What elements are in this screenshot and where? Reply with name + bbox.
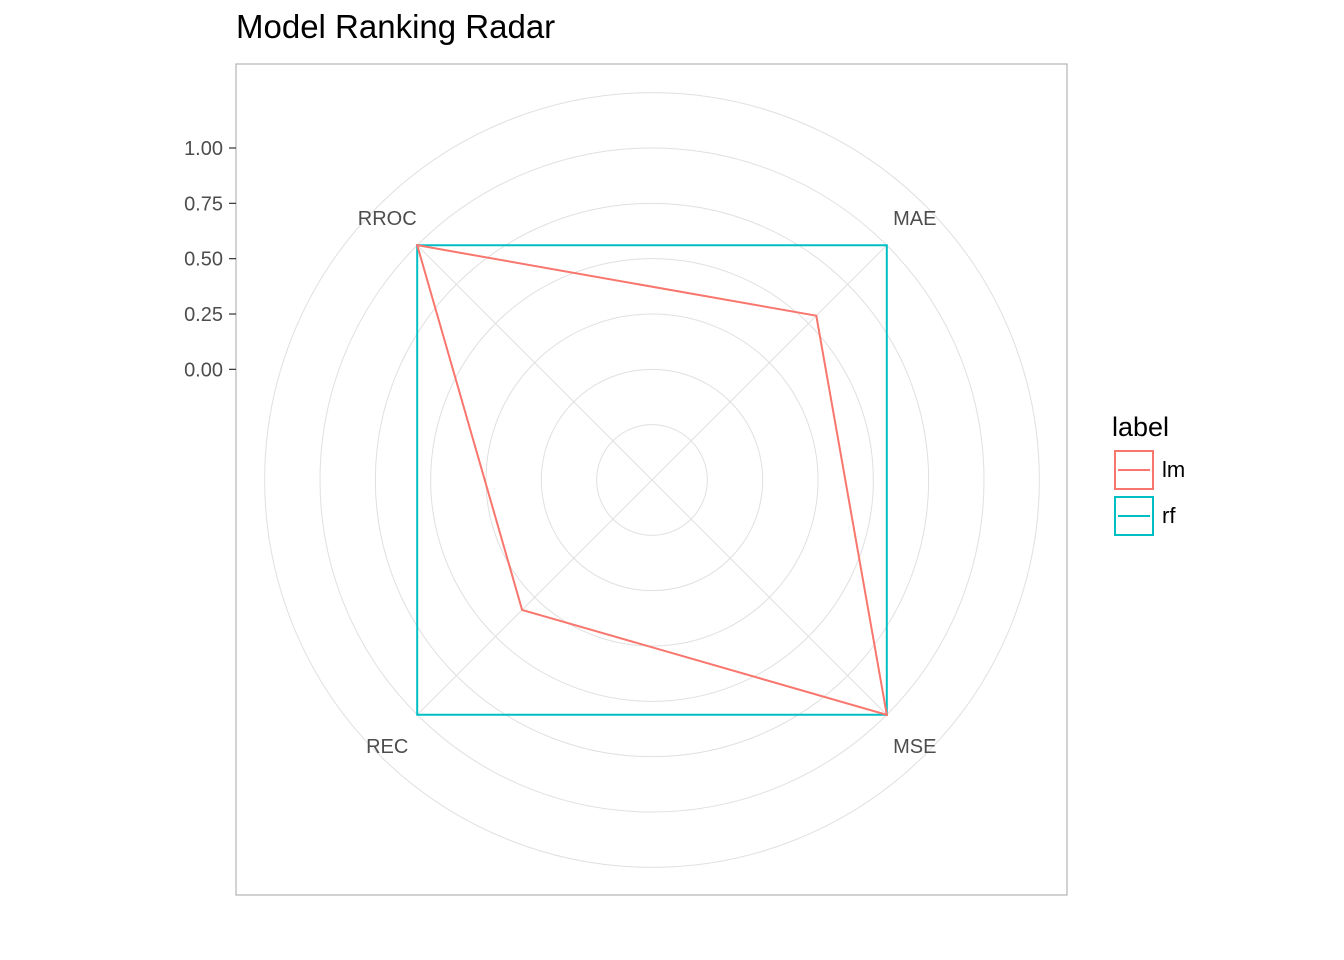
legend-item-lm: lm [1112,447,1185,493]
axis-labels: MAE MSE REC RROC [358,208,937,758]
series-polygons [415,243,889,717]
grid-ring [430,258,874,702]
grid-spoke [416,479,653,716]
axis-label-rroc: RROC [358,208,417,230]
radar-grid [264,92,1040,868]
legend-label-lm: lm [1162,457,1186,482]
plot-panel-border [235,63,1068,896]
radial-ticks: 0.00 0.25 0.50 0.75 1.00 [184,138,236,381]
series-polygon-lm [415,243,889,717]
axis-label-mae: MAE [893,208,936,230]
legend-title: label [1112,412,1170,442]
legend-label-rf: rf [1162,503,1176,528]
radial-tick-label: 0.75 [184,193,223,215]
grid-ring [319,147,985,813]
grid-spoke [651,479,888,716]
grid-ring [596,424,708,536]
radial-tick-label: 0.50 [184,249,223,271]
radial-tick-label: 0.25 [184,304,223,326]
legend-key-rf [1114,496,1154,536]
axis-label-mse: MSE [893,736,936,758]
axis-label-rec: REC [366,736,408,758]
legend: label lm rf [1112,412,1185,539]
legend-key-lm [1114,450,1154,490]
grid-spoke [416,244,653,481]
radial-tick-label: 1.00 [184,138,223,160]
grid-ring [264,92,1040,868]
grid-ring [485,313,819,647]
series-polygon-rf [416,244,888,716]
grid-ring [540,368,764,592]
legend-item-rf: rf [1112,493,1185,539]
radial-tick-label: 0.00 [184,359,223,381]
grid-ring [374,202,930,758]
chart-title: Model Ranking Radar [236,8,556,45]
grid-spoke [651,244,888,481]
